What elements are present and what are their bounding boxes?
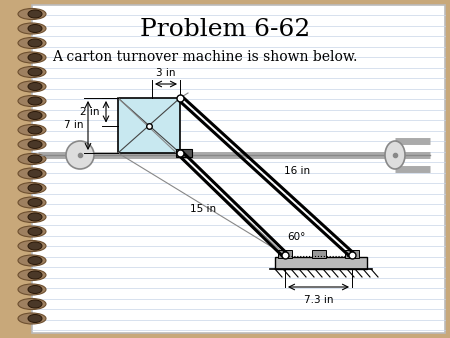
Ellipse shape [28,39,42,47]
Ellipse shape [18,124,46,136]
Ellipse shape [28,141,42,148]
Ellipse shape [28,213,42,221]
Ellipse shape [28,97,42,105]
Text: 7 in: 7 in [63,121,83,130]
Bar [345,250,359,258]
Bar [278,250,292,258]
Bar [275,257,367,269]
Ellipse shape [28,198,42,207]
Ellipse shape [18,52,46,63]
Text: 60°: 60° [287,232,306,242]
Text: A carton turnover machine is shown below.: A carton turnover machine is shown below… [52,50,357,64]
Bar [118,98,180,153]
Ellipse shape [18,313,46,324]
Ellipse shape [28,300,42,308]
Circle shape [66,141,94,169]
Ellipse shape [28,24,42,32]
Ellipse shape [28,53,42,62]
Ellipse shape [28,126,42,134]
Bar [311,250,325,258]
Ellipse shape [28,257,42,265]
Ellipse shape [18,183,46,193]
Ellipse shape [28,227,42,236]
Text: 3 in: 3 in [156,68,176,78]
Ellipse shape [28,112,42,120]
Bar [176,149,192,157]
Ellipse shape [18,168,46,179]
Ellipse shape [28,68,42,76]
Ellipse shape [28,184,42,192]
Ellipse shape [18,23,46,34]
Ellipse shape [18,284,46,295]
Ellipse shape [18,255,46,266]
Ellipse shape [18,212,46,222]
Ellipse shape [18,81,46,92]
Ellipse shape [18,110,46,121]
Ellipse shape [18,67,46,77]
Ellipse shape [18,153,46,165]
Ellipse shape [18,298,46,310]
Ellipse shape [18,269,46,281]
Text: 7.3 in: 7.3 in [304,295,333,305]
Ellipse shape [385,141,405,169]
Ellipse shape [28,10,42,18]
Ellipse shape [18,241,46,251]
Text: 2 in: 2 in [81,107,100,117]
Ellipse shape [28,271,42,279]
Ellipse shape [18,8,46,20]
Ellipse shape [28,169,42,177]
Ellipse shape [28,286,42,293]
Ellipse shape [18,96,46,106]
Ellipse shape [18,197,46,208]
Ellipse shape [28,242,42,250]
Ellipse shape [18,226,46,237]
Text: 15 in: 15 in [190,204,216,214]
Ellipse shape [28,314,42,322]
Text: 16 in: 16 in [284,167,310,176]
Ellipse shape [18,38,46,48]
Ellipse shape [18,139,46,150]
Text: Problem 6-62: Problem 6-62 [140,19,310,42]
Ellipse shape [28,155,42,163]
Ellipse shape [28,82,42,91]
